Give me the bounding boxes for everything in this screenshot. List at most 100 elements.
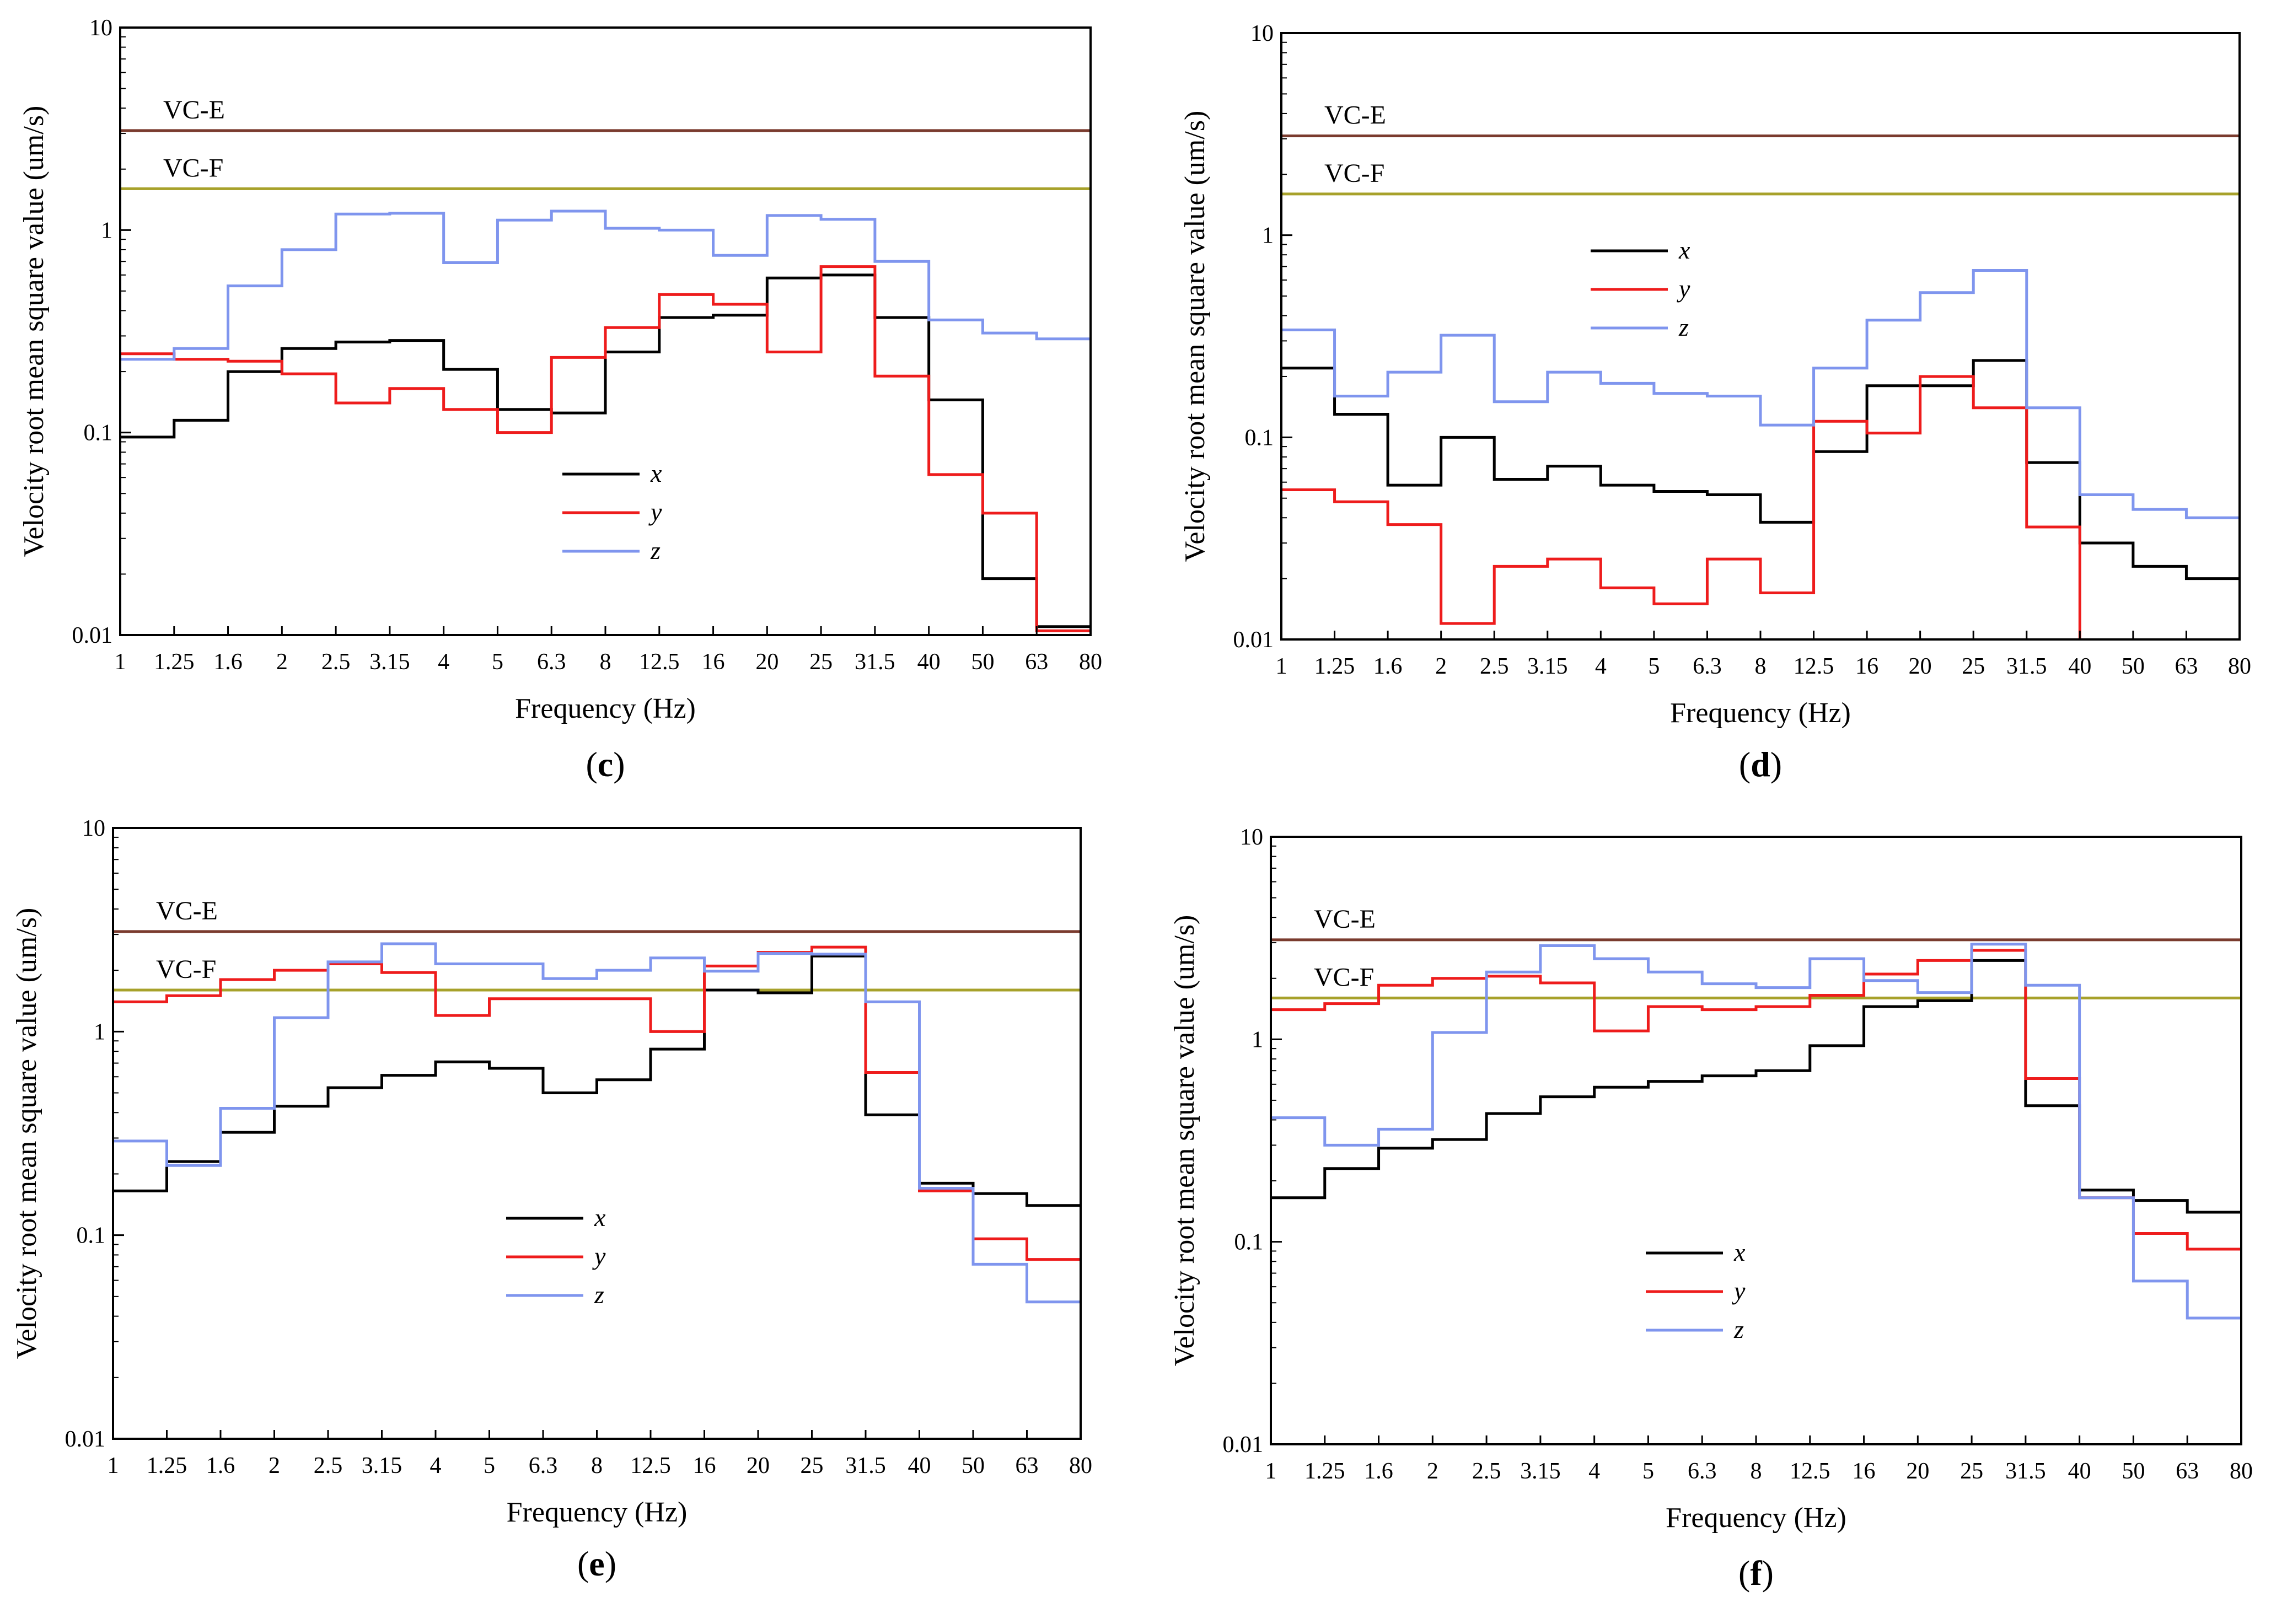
y-tick-label: 0.1 [1245, 425, 1274, 450]
legend-label-x: x [650, 459, 662, 487]
y-tick-label: 10 [82, 816, 105, 841]
x-axis-label: Frequency (Hz) [507, 1497, 688, 1528]
x-tick-label: 16 [1855, 654, 1878, 679]
y-axis-label: Velocity root mean square value (um/s) [1179, 111, 1211, 562]
legend-label-x: x [1678, 236, 1690, 264]
reference-label-vc-f: VC-F [1314, 962, 1374, 992]
x-tick-label: 50 [962, 1453, 985, 1478]
x-tick-label: 25 [1962, 654, 1985, 679]
series-line-z [1281, 268, 2240, 519]
x-tick-label: 80 [1079, 649, 1102, 675]
series-line-z [1271, 943, 2241, 1320]
legend-label-z: z [1733, 1315, 1744, 1343]
y-tick-label: 1 [101, 218, 112, 243]
reference-label-vc-e: VC-E [1324, 101, 1386, 130]
x-tick-label: 40 [917, 649, 941, 675]
x-tick-label: 4 [438, 649, 449, 675]
legend-label-y: y [648, 498, 662, 526]
x-tick-label: 63 [2175, 654, 2198, 679]
y-axis-label: Velocity root mean square value (um/s) [18, 106, 50, 557]
reference-label-vc-f: VC-F [156, 955, 216, 984]
x-tick-label: 1.25 [1314, 654, 1355, 679]
x-tick-label: 1.25 [147, 1453, 187, 1478]
plot-frame [1270, 836, 2242, 1445]
x-axis-label: Frequency (Hz) [515, 693, 696, 724]
legend-label-y: y [1732, 1277, 1746, 1305]
x-tick-label: 3.15 [362, 1453, 402, 1478]
x-tick-label: 80 [2230, 1459, 2253, 1484]
series-line-x [113, 954, 1081, 1207]
legend-label-z: z [594, 1281, 604, 1309]
x-tick-label: 3.15 [1520, 1459, 1561, 1484]
x-tick-label: 80 [1069, 1453, 1092, 1478]
series-line-y [1281, 375, 2081, 639]
chart-panel-0: VC-E VC-F 1 1.25 1.6 2 2.5 3.15 4 5 6.3 8 12.5 16 20 25… [18, 15, 1102, 784]
x-axis-label: Frequency (Hz) [1670, 697, 1851, 729]
y-axis-label: Velocity root mean square value (um/s) [1169, 915, 1200, 1367]
legend-label-z: z [1678, 313, 1689, 341]
x-tick-label: 50 [971, 649, 994, 675]
y-tick-label: 0.01 [72, 623, 113, 648]
x-tick-label: 31.5 [855, 649, 895, 675]
legend-label-x: x [1733, 1238, 1746, 1266]
series-line-z [113, 942, 1081, 1304]
chart-panel-2: VC-E VC-F 1 1.25 1.6 2 2.5 3.15 4 5 6.3 8 12.5 16 20 25… [11, 816, 1092, 1583]
y-tick-label: 0.01 [65, 1427, 106, 1452]
series-line-y [120, 265, 1091, 632]
x-tick-label: 12.5 [1794, 654, 1834, 679]
reference-label-vc-e: VC-E [1314, 905, 1376, 934]
y-tick-label: 1 [1252, 1027, 1263, 1052]
x-tick-label: 1.6 [1364, 1459, 1393, 1484]
x-tick-label: 12.5 [639, 649, 680, 675]
x-tick-label: 5 [484, 1453, 495, 1478]
x-tick-label: 31.5 [2005, 1459, 2046, 1484]
x-tick-label: 16 [702, 649, 725, 675]
x-tick-label: 40 [2068, 654, 2091, 679]
y-tick-label: 0.1 [77, 1223, 106, 1249]
x-tick-label: 2.5 [314, 1453, 343, 1478]
x-tick-label: 1 [1276, 654, 1287, 679]
y-tick-label: 0.1 [1234, 1230, 1264, 1255]
x-tick-label: 4 [1588, 1459, 1600, 1484]
x-tick-label: 8 [1755, 654, 1767, 679]
x-tick-label: 4 [1595, 654, 1607, 679]
y-tick-label: 1 [94, 1019, 105, 1045]
x-tick-label: 2.5 [1472, 1459, 1501, 1484]
x-tick-label: 12.5 [630, 1453, 671, 1478]
x-tick-label: 2 [269, 1453, 280, 1478]
x-tick-label: 63 [1025, 649, 1048, 675]
x-tick-label: 6.3 [529, 1453, 558, 1478]
legend-label-z: z [650, 536, 661, 564]
x-tick-label: 25 [809, 649, 833, 675]
x-tick-label: 1.6 [206, 1453, 235, 1478]
legend-label-x: x [594, 1203, 606, 1232]
y-tick-label: 1 [1262, 223, 1274, 249]
x-tick-label: 20 [1909, 654, 1932, 679]
x-tick-label: 16 [1853, 1459, 1876, 1484]
x-tick-label: 1 [115, 649, 126, 675]
x-tick-label: 80 [2228, 654, 2251, 679]
x-tick-label: 1 [108, 1453, 119, 1478]
reference-label-vc-f: VC-F [1324, 159, 1384, 188]
y-axis-label: Velocity root mean square value (um/s) [11, 908, 42, 1359]
x-tick-label: 50 [2122, 654, 2145, 679]
x-tick-label: 50 [2122, 1459, 2145, 1484]
x-tick-label: 1 [1265, 1459, 1277, 1484]
x-tick-label: 5 [1648, 654, 1660, 679]
x-tick-label: 2.5 [321, 649, 351, 675]
y-tick-label: 10 [89, 15, 112, 41]
x-tick-label: 2 [276, 649, 288, 675]
y-tick-label: 0.01 [1233, 627, 1274, 653]
x-tick-label: 16 [693, 1453, 716, 1478]
x-tick-label: 20 [1906, 1459, 1929, 1484]
x-tick-label: 5 [1642, 1459, 1654, 1484]
x-tick-label: 8 [600, 649, 611, 675]
x-tick-label: 6.3 [1693, 654, 1722, 679]
x-tick-label: 8 [591, 1453, 603, 1478]
y-tick-label: 10 [1240, 825, 1263, 850]
x-tick-label: 6.3 [1688, 1459, 1717, 1484]
x-tick-label: 1.6 [1373, 654, 1403, 679]
x-tick-label: 40 [908, 1453, 931, 1478]
x-tick-label: 31.5 [2006, 654, 2047, 679]
